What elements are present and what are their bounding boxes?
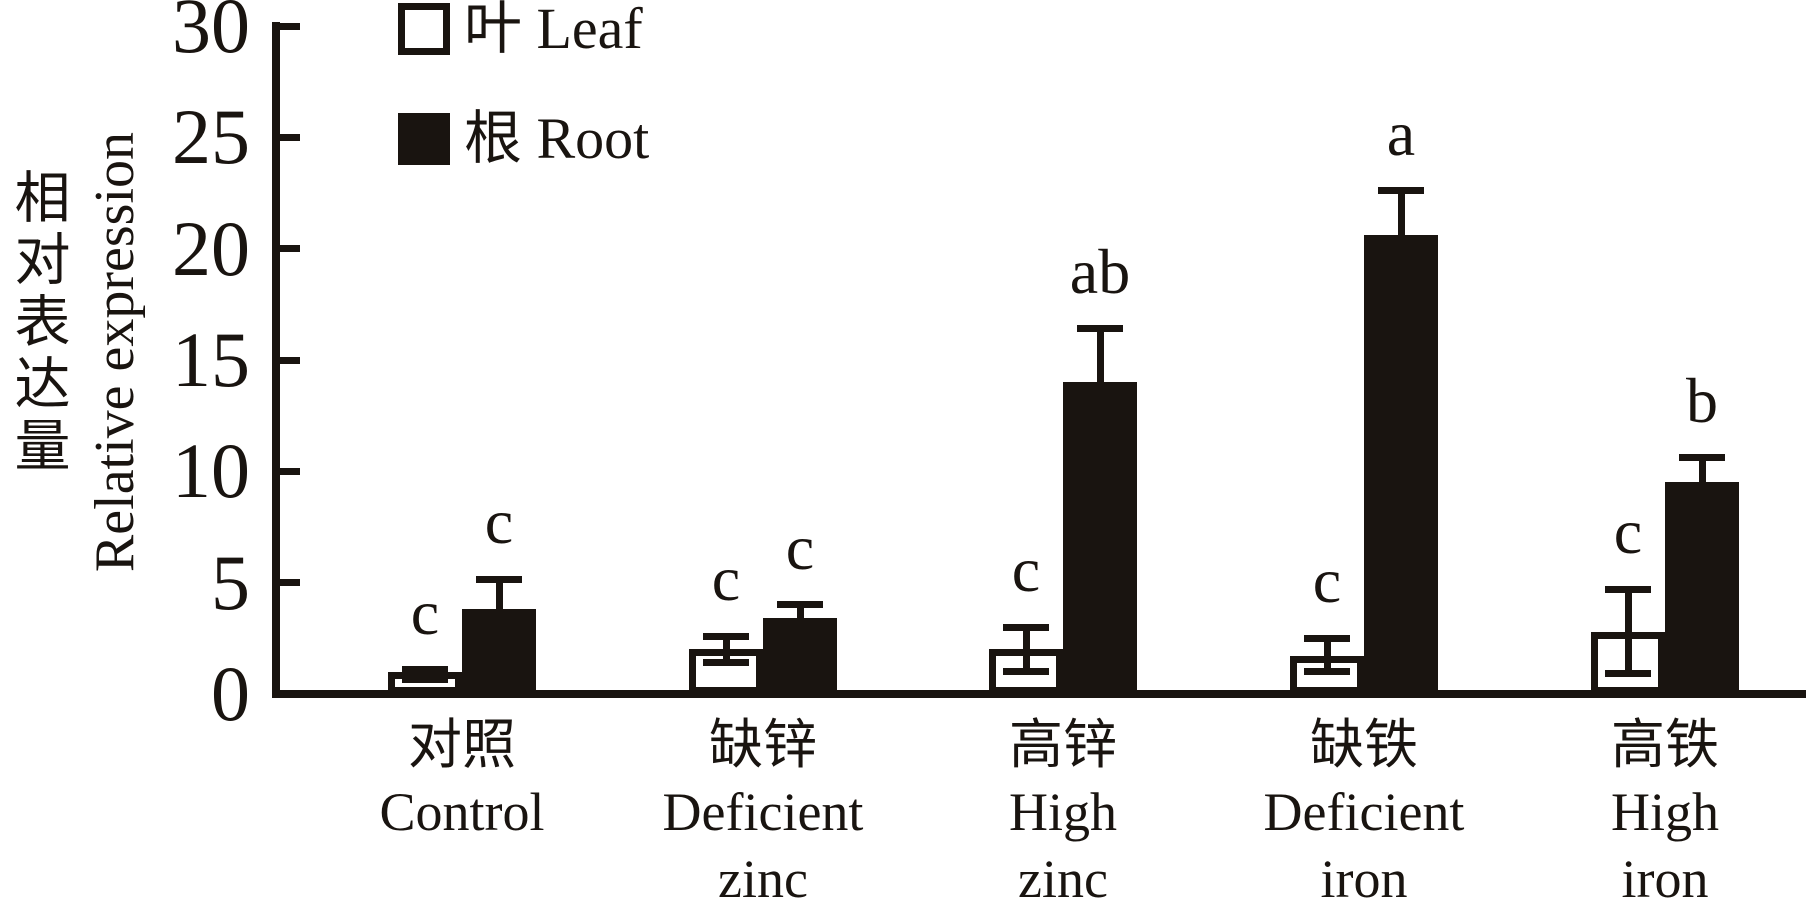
- y-tick-mark: [280, 22, 300, 30]
- significance-letter: c: [1613, 496, 1643, 568]
- error-bar-upper-cap: [476, 575, 522, 583]
- x-category-label-line: zinc: [1018, 849, 1108, 909]
- leaf-open-square-icon: [398, 3, 450, 55]
- y-tick-mark: [280, 356, 300, 364]
- error-bar-line: [796, 604, 804, 619]
- error-bar-line: [1323, 638, 1331, 672]
- x-category-label-line: zinc: [718, 849, 808, 909]
- error-bar-lower-cap: [402, 676, 448, 684]
- y-axis-title-chinese: 相对表达量: [6, 168, 68, 478]
- y-tick-mark: [280, 133, 300, 141]
- root-bar-4: [1364, 235, 1438, 694]
- significance-letter: c: [711, 543, 741, 615]
- y-tick-mark: [280, 579, 300, 587]
- x-category-label-3: 高锌 High zinc: [913, 712, 1213, 913]
- legend: 叶 Leaf 根 Root: [398, 0, 649, 220]
- root-bar-3: [1063, 382, 1137, 694]
- root-bar-1: [462, 609, 536, 694]
- root-bar-2: [763, 618, 837, 694]
- y-tick-label: 20: [172, 204, 250, 292]
- error-bar-line: [1096, 328, 1104, 383]
- y-tick-mark: [280, 467, 300, 475]
- significance-letter: c: [1312, 545, 1342, 617]
- root-filled-square-icon: [398, 113, 450, 165]
- y-tick-mark: [280, 245, 300, 253]
- error-bar-line: [421, 669, 429, 680]
- x-category-label-line: Deficient: [662, 782, 864, 842]
- y-tick-label: 10: [172, 427, 250, 515]
- x-axis-line: [272, 690, 1806, 698]
- legend-label-root: 根 Root: [464, 106, 650, 171]
- error-bar-upper-cap: [777, 601, 823, 609]
- x-category-label-line: Deficient: [1263, 782, 1465, 842]
- error-bar-upper-cap: [1605, 585, 1651, 593]
- error-bar-lower-cap: [1304, 668, 1350, 676]
- x-category-label-2: 缺锌 Deficient zinc: [613, 712, 913, 913]
- x-category-label-line: iron: [1320, 849, 1408, 909]
- x-category-label-line: 对照: [408, 715, 516, 775]
- error-bar-line: [722, 636, 730, 663]
- error-bar-line: [1624, 589, 1632, 674]
- x-category-label-line: 缺铁: [1310, 715, 1418, 775]
- y-axis-line: [272, 22, 280, 698]
- x-category-label-line: 高铁: [1611, 715, 1719, 775]
- significance-letter: c: [484, 486, 514, 558]
- significance-letter: c: [1011, 534, 1041, 606]
- error-bar-upper-cap: [1003, 623, 1049, 631]
- error-bar-lower-cap: [703, 659, 749, 667]
- significance-letter: ab: [1069, 235, 1131, 307]
- error-bar-upper-cap: [1679, 454, 1725, 462]
- legend-label-leaf: 叶 Leaf: [464, 0, 643, 61]
- x-category-label-line: iron: [1621, 849, 1709, 909]
- error-bar-upper-cap: [1304, 634, 1350, 642]
- significance-letter: c: [785, 511, 815, 583]
- significance-letter: b: [1686, 364, 1718, 436]
- x-category-label-5: 高铁 High iron: [1515, 712, 1815, 913]
- error-bar-upper-cap: [703, 632, 749, 640]
- error-bar-line: [1397, 190, 1405, 236]
- x-category-label-line: Control: [379, 782, 545, 842]
- legend-item-leaf: 叶 Leaf: [398, 0, 649, 58]
- y-tick-label: 0: [211, 650, 250, 737]
- error-bar-line: [1698, 457, 1706, 483]
- error-bar-upper-cap: [1077, 325, 1123, 333]
- x-category-label-line: High: [1009, 782, 1117, 842]
- x-category-label-line: High: [1611, 782, 1719, 842]
- y-tick-label: 15: [172, 316, 250, 403]
- error-bar-lower-cap: [1003, 668, 1049, 676]
- x-category-label-line: 缺锌: [709, 715, 817, 775]
- y-tick-label: 30: [172, 0, 250, 69]
- y-tick-label: 5: [211, 538, 250, 626]
- error-bar-upper-cap: [402, 666, 448, 673]
- x-category-label-1: 对照 Control: [312, 712, 612, 846]
- error-bar-line: [1022, 627, 1030, 672]
- x-category-label-4: 缺铁 Deficient iron: [1214, 712, 1514, 913]
- significance-letter: a: [1386, 97, 1416, 169]
- x-category-label-line: 高锌: [1009, 715, 1117, 775]
- y-tick-label: 25: [172, 93, 250, 181]
- error-bar-lower-cap: [1605, 670, 1651, 678]
- significance-letter: c: [410, 576, 440, 648]
- legend-item-root: 根 Root: [398, 110, 649, 168]
- root-bar-5: [1665, 482, 1739, 694]
- error-bar-upper-cap: [1378, 187, 1424, 195]
- error-bar-line: [495, 579, 503, 610]
